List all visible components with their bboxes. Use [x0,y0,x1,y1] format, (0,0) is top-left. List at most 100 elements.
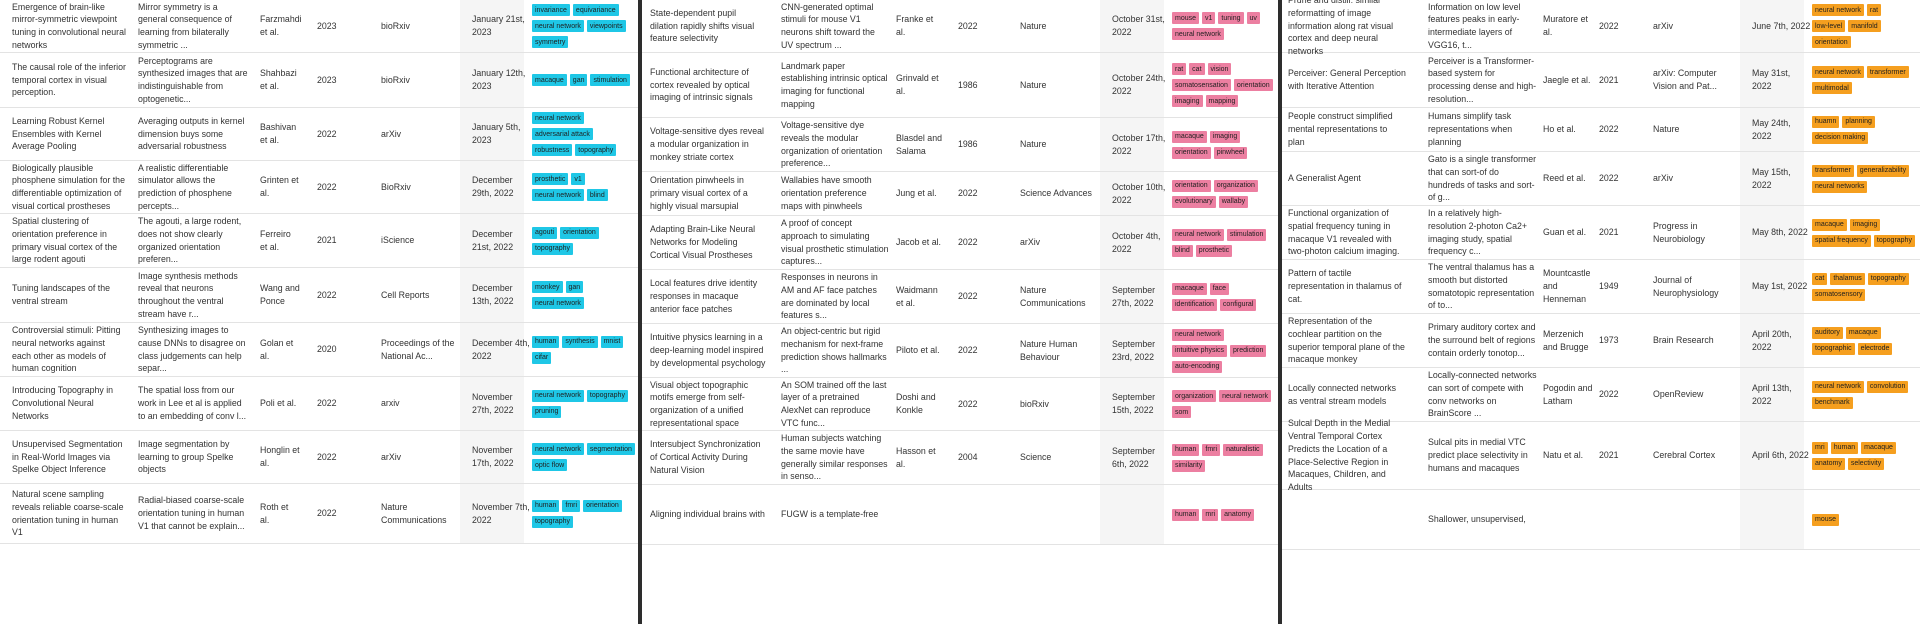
tag-chip[interactable]: uv [1246,12,1260,24]
tag-chip[interactable]: fmri [1202,443,1221,456]
tag-chip[interactable]: orientation [1172,146,1211,159]
tag-chip[interactable]: neural network [532,389,584,402]
tag-chip[interactable]: electrode [1857,342,1893,355]
tag-chip[interactable]: neural networks [1812,180,1868,193]
table-row[interactable]: Emergence of brain-like mirror-symmetric… [0,0,640,53]
tag-chip[interactable]: macaque [532,74,567,86]
tag-chip[interactable]: anatomy [1221,508,1254,521]
tag-chip[interactable]: neural network [1172,228,1224,241]
tag-chip[interactable]: robustness [532,144,573,156]
table-row[interactable]: Introducing Topography in Convolutional … [0,377,640,431]
tag-chip[interactable]: intuitive physics [1172,344,1228,357]
tag-chip[interactable]: manifold [1848,20,1881,32]
table-row[interactable]: Locally connected networks as ventral st… [1280,368,1920,422]
tag-chip[interactable]: monkey [532,281,563,293]
tag-chip[interactable]: human [1172,508,1200,521]
tag-chip[interactable]: neural network [532,443,584,455]
tag-chip[interactable]: imaging [1172,95,1203,107]
tag-chip[interactable]: macaque [1172,130,1207,143]
tag-chip[interactable]: transformer [1812,164,1854,177]
tag-chip[interactable]: macaque [1812,218,1847,231]
tag-chip[interactable]: fmri [562,499,581,512]
tag-chip[interactable]: mouse [1812,513,1840,526]
tag-chip[interactable]: planning [1842,115,1875,128]
tag-chip[interactable]: topographic [1812,342,1855,355]
tag-chip[interactable]: similarity [1172,459,1206,472]
table-row[interactable]: Aligning individual brains with FUGW is a… [640,485,1280,545]
table-row[interactable]: Pattern of tactile representation in tha… [1280,260,1920,314]
tag-chip[interactable]: imaging [1209,130,1241,143]
tag-chip[interactable]: equivariance [572,4,619,16]
table-row[interactable]: Shallower, unsupervised, mouse [1280,490,1920,550]
tag-chip[interactable]: benchmark [1812,396,1853,409]
tag-chip[interactable]: auditory [1812,326,1843,339]
table-row[interactable]: Sulcal Depth in the Medial Ventral Tempo… [1280,418,1920,492]
tag-chip[interactable]: synthesis [562,335,598,348]
tag-chip[interactable]: neural network [1172,28,1224,40]
tag-chip[interactable]: tuning [1218,12,1244,24]
tag-chip[interactable]: human [1830,441,1859,454]
tag-chip[interactable]: invariance [532,4,570,16]
table-row[interactable]: Learning Robust Kernel Ensembles with Ke… [0,108,640,161]
table-row[interactable]: Voltage-sensitive dyes reveal a modular … [640,118,1280,172]
tag-chip[interactable]: segmentation [586,443,635,455]
tag-chip[interactable]: decision making [1812,131,1869,144]
tag-chip[interactable]: pruning [532,405,562,418]
tag-chip[interactable]: topography [586,389,628,402]
tag-chip[interactable]: prosthetic [532,173,569,185]
tag-chip[interactable]: vision [1207,63,1232,75]
tag-chip[interactable]: macaque [1172,282,1207,295]
tag-chip[interactable]: identification [1172,298,1217,311]
tag-chip[interactable]: transformer [1866,66,1909,78]
tag-chip[interactable]: multimodal [1812,82,1852,94]
tag-chip[interactable]: v1 [571,173,585,185]
table-row[interactable]: Intuitive physics learning in a deep-lea… [640,324,1280,378]
tag-chip[interactable]: spatial frequency [1812,234,1871,247]
table-row[interactable]: The causal role of the inferior temporal… [0,53,640,108]
table-row[interactable]: A Generalist Agent Gato is a single trans… [1280,152,1920,206]
table-row[interactable]: Perceiver: General Perception with Itera… [1280,53,1920,108]
tag-chip[interactable]: topography [532,515,574,528]
tag-chip[interactable]: organization [1172,390,1217,402]
tag-chip[interactable]: macaque [1845,326,1881,339]
tag-chip[interactable]: gan [565,281,584,293]
tag-chip[interactable]: human [532,499,560,512]
tag-chip[interactable]: organization [1213,179,1258,192]
tag-chip[interactable]: anatomy [1812,457,1845,470]
tag-chip[interactable]: huamn [1812,115,1840,128]
tag-chip[interactable]: pinwheel [1213,146,1248,159]
table-row[interactable]: Tuning landscapes of the ventral stream I… [0,268,640,323]
tag-chip[interactable]: evolutionary [1172,195,1216,208]
tag-chip[interactable]: neural network [532,20,584,32]
tag-chip[interactable]: neural network [532,112,584,124]
tag-chip[interactable]: thalamus [1830,272,1865,285]
tag-chip[interactable]: mri [1812,441,1828,454]
tag-chip[interactable]: gan [569,74,588,86]
table-row[interactable]: Biologically plausible phosphene simulat… [0,161,640,214]
tag-chip[interactable]: somatosensory [1812,288,1866,301]
tag-chip[interactable]: optic flow [532,459,568,471]
tag-chip[interactable]: orientation [1233,79,1273,91]
tag-chip[interactable]: face [1209,282,1230,295]
tag-chip[interactable]: prediction [1230,344,1267,357]
tag-chip[interactable]: adversarial attack [532,128,593,140]
tag-chip[interactable]: orientation [583,499,622,512]
table-row[interactable]: Functional organization of spatial frequ… [1280,206,1920,260]
tag-chip[interactable]: cat [1812,272,1828,285]
tag-chip[interactable]: neural network [1812,66,1864,78]
table-row[interactable]: Local features drive identity responses … [640,270,1280,324]
tag-chip[interactable]: macaque [1861,441,1896,454]
tag-chip[interactable]: generalizability [1856,164,1910,177]
tag-chip[interactable]: mouse [1172,12,1200,24]
tag-chip[interactable]: neural network [1812,380,1864,393]
table-row[interactable]: Representation of the cochlear partition… [1280,314,1920,368]
tag-chip[interactable]: orientation [1172,179,1211,192]
tag-chip[interactable]: naturalistic [1223,443,1263,456]
tag-chip[interactable]: neural network [1172,328,1224,341]
tag-chip[interactable]: som [1172,406,1192,418]
tag-chip[interactable]: topography [1867,272,1909,285]
table-row[interactable]: Prune and distill: similar reformatting … [1280,0,1920,56]
tag-chip[interactable]: topography [1873,234,1915,247]
tag-chip[interactable]: wallaby [1218,195,1249,208]
tag-chip[interactable]: mri [1202,508,1219,521]
